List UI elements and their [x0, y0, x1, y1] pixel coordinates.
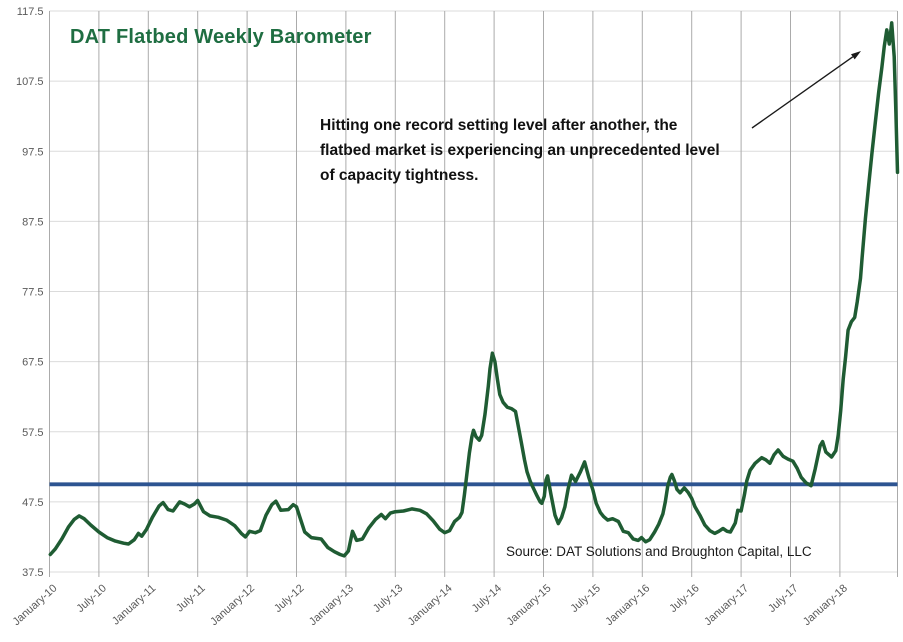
x-axis-label: July-16	[667, 582, 701, 615]
x-axis-label: January-15	[505, 582, 554, 628]
x-axis-label: January-13	[307, 582, 356, 628]
x-axis-label: January-11	[110, 582, 158, 627]
x-axis-label: January-14	[406, 582, 455, 628]
callout-arrow-line	[751, 56, 854, 129]
x-axis-label: July-11	[174, 582, 208, 614]
chart-title: DAT Flatbed Weekly Barometer	[70, 26, 372, 48]
x-axis-label: January-12	[208, 582, 257, 628]
x-axis-label: July-12	[272, 582, 306, 615]
y-axis-label: 37.5	[22, 567, 43, 579]
y-axis-label: 97.5	[22, 146, 43, 158]
y-axis-label: 47.5	[22, 497, 43, 509]
y-axis-label: 117.5	[17, 6, 44, 18]
y-axis-label: 67.5	[22, 357, 43, 369]
x-axis-label: July-14	[470, 582, 504, 615]
y-axis-label: 87.5	[22, 216, 43, 228]
x-axis-label: January-16	[603, 582, 652, 628]
annotation-line-2: flatbed market is experiencing an unprec…	[320, 142, 720, 159]
annotation-line-1: Hitting one record setting level after a…	[320, 117, 678, 134]
x-axis-label: July-13	[371, 582, 405, 615]
x-axis-label: January-18	[801, 582, 850, 628]
flatbed-series-line	[48, 21, 900, 558]
annotation-line-3: of capacity tightness.	[320, 167, 479, 184]
x-axis-label: July-15	[569, 582, 603, 615]
y-axis-label: 57.5	[22, 427, 43, 439]
x-axis-label: July-17	[766, 582, 800, 615]
source-credit: Source: DAT Solutions and Broughton Capi…	[506, 544, 812, 559]
x-axis-label: January-17	[702, 582, 751, 628]
x-axis-label: July-10	[75, 582, 109, 615]
annotation-text: Hitting one record setting level after a…	[320, 113, 800, 188]
y-axis-label: 77.5	[22, 287, 43, 299]
x-axis-label: January-10	[11, 582, 60, 628]
y-axis-label: 107.5	[16, 76, 44, 88]
callout-arrowhead	[851, 51, 861, 60]
